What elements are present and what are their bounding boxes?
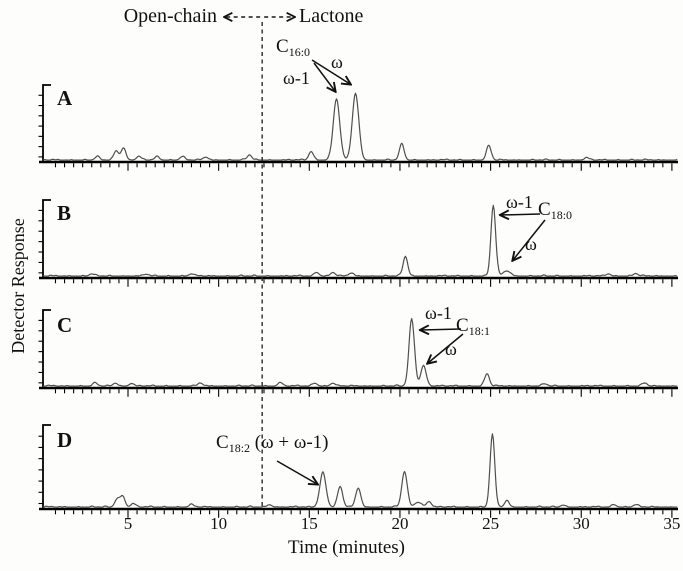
panel-c-letter: C [57,313,73,337]
x-tick-label: 30 [572,514,590,533]
y-axis-label: Detector Response [8,218,28,354]
panel-a-omega1-label: ω-1 [283,68,310,88]
peak-pointer-arrow [311,59,350,84]
peak-pointer-arrow [276,460,317,484]
compound-subscript: 18:2 [228,441,251,456]
compound-subscript: 18:1 [468,324,491,339]
compound-symbol: C [216,432,229,453]
compound-symbol: C [456,315,469,336]
peak-pointer-arrow [513,219,546,260]
peak-pointer-arrow [421,329,462,330]
axes-layer [38,84,678,518]
x-tick-label: 20 [391,514,409,533]
peak-pointer-arrow [313,62,335,91]
panel-b-compound-label: C18:0 [538,200,572,221]
x-tick-label: 25 [482,514,500,533]
panel-b-omega1-label: ω-1 [506,192,533,212]
trace-layer [42,92,678,508]
compound-suffix: (ω + ω-1) [250,432,329,453]
panel-d-letter: D [57,428,73,452]
panel-a-compound-label: C16:0 [276,37,310,58]
panel-b-omega-label: ω [525,234,537,254]
x-tick-label: 5 [123,514,133,533]
panel-a-omega-label: ω [331,52,343,72]
region-label-lactone: Lactone [299,5,364,27]
annotation-arrows [225,17,546,484]
panel-c-compound-label: C18:1 [456,316,490,337]
panel-b-letter: B [57,201,72,225]
region-label-open-chain: Open-chain [123,5,217,27]
x-tick-label: 35 [663,514,681,533]
peak-pointer-arrow [428,333,464,363]
x-tick-label: 15 [300,514,318,533]
compound-subscript: 16:0 [288,45,311,60]
x-tick-label: 10 [210,514,228,533]
panel-d-compound-label: C18:2 (ω + ω-1) [216,433,329,454]
compound-subscript: 18:0 [550,208,573,223]
panel-a-letter: A [57,86,73,110]
compound-symbol: C [538,199,551,220]
compound-symbol: C [276,36,289,57]
panel-c-omega1-label: ω-1 [425,303,452,323]
peak-pointer-arrow [501,214,541,215]
x-axis-label: Time (minutes) [288,537,405,558]
panel-c-omega-label: ω [445,339,457,359]
